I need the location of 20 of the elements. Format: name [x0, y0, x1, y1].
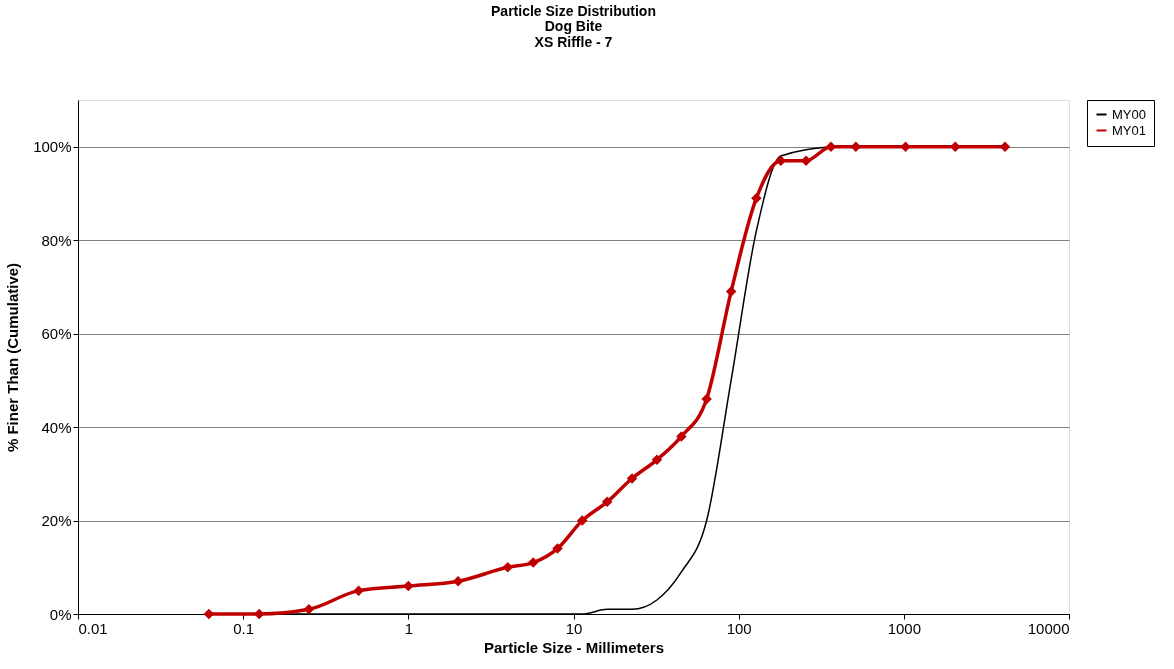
- legend-label: MY00: [1112, 106, 1146, 122]
- y-tick-label: 80%: [41, 231, 72, 249]
- x-tick-label: 1: [404, 619, 414, 637]
- legend-label: MY01: [1112, 122, 1146, 138]
- text: Dog Bite: [544, 18, 603, 34]
- x-tick-label: 100: [726, 619, 752, 637]
- x-tick-label: 0.1: [233, 619, 255, 637]
- chart-title: Particle Size Distribution: [491, 3, 656, 19]
- y-tick-label: 100%: [33, 138, 72, 156]
- x-axis-title: Particle Size - Millimeters: [483, 638, 665, 656]
- x-tick-label: 10: [565, 619, 583, 637]
- text: XS Riffle - 7: [534, 34, 613, 50]
- y-tick-label: 40%: [41, 418, 72, 436]
- y-axis-title: % Finer Than (Cumulative): [4, 262, 22, 453]
- y-tick-label: 0%: [49, 605, 72, 623]
- x-tick-label: 1000: [887, 619, 922, 637]
- x-tick-label: 10000: [1027, 619, 1070, 637]
- y-tick-label: 20%: [41, 512, 72, 530]
- y-tick-label: 60%: [41, 325, 72, 343]
- x-tick-label: 0.01: [78, 619, 108, 637]
